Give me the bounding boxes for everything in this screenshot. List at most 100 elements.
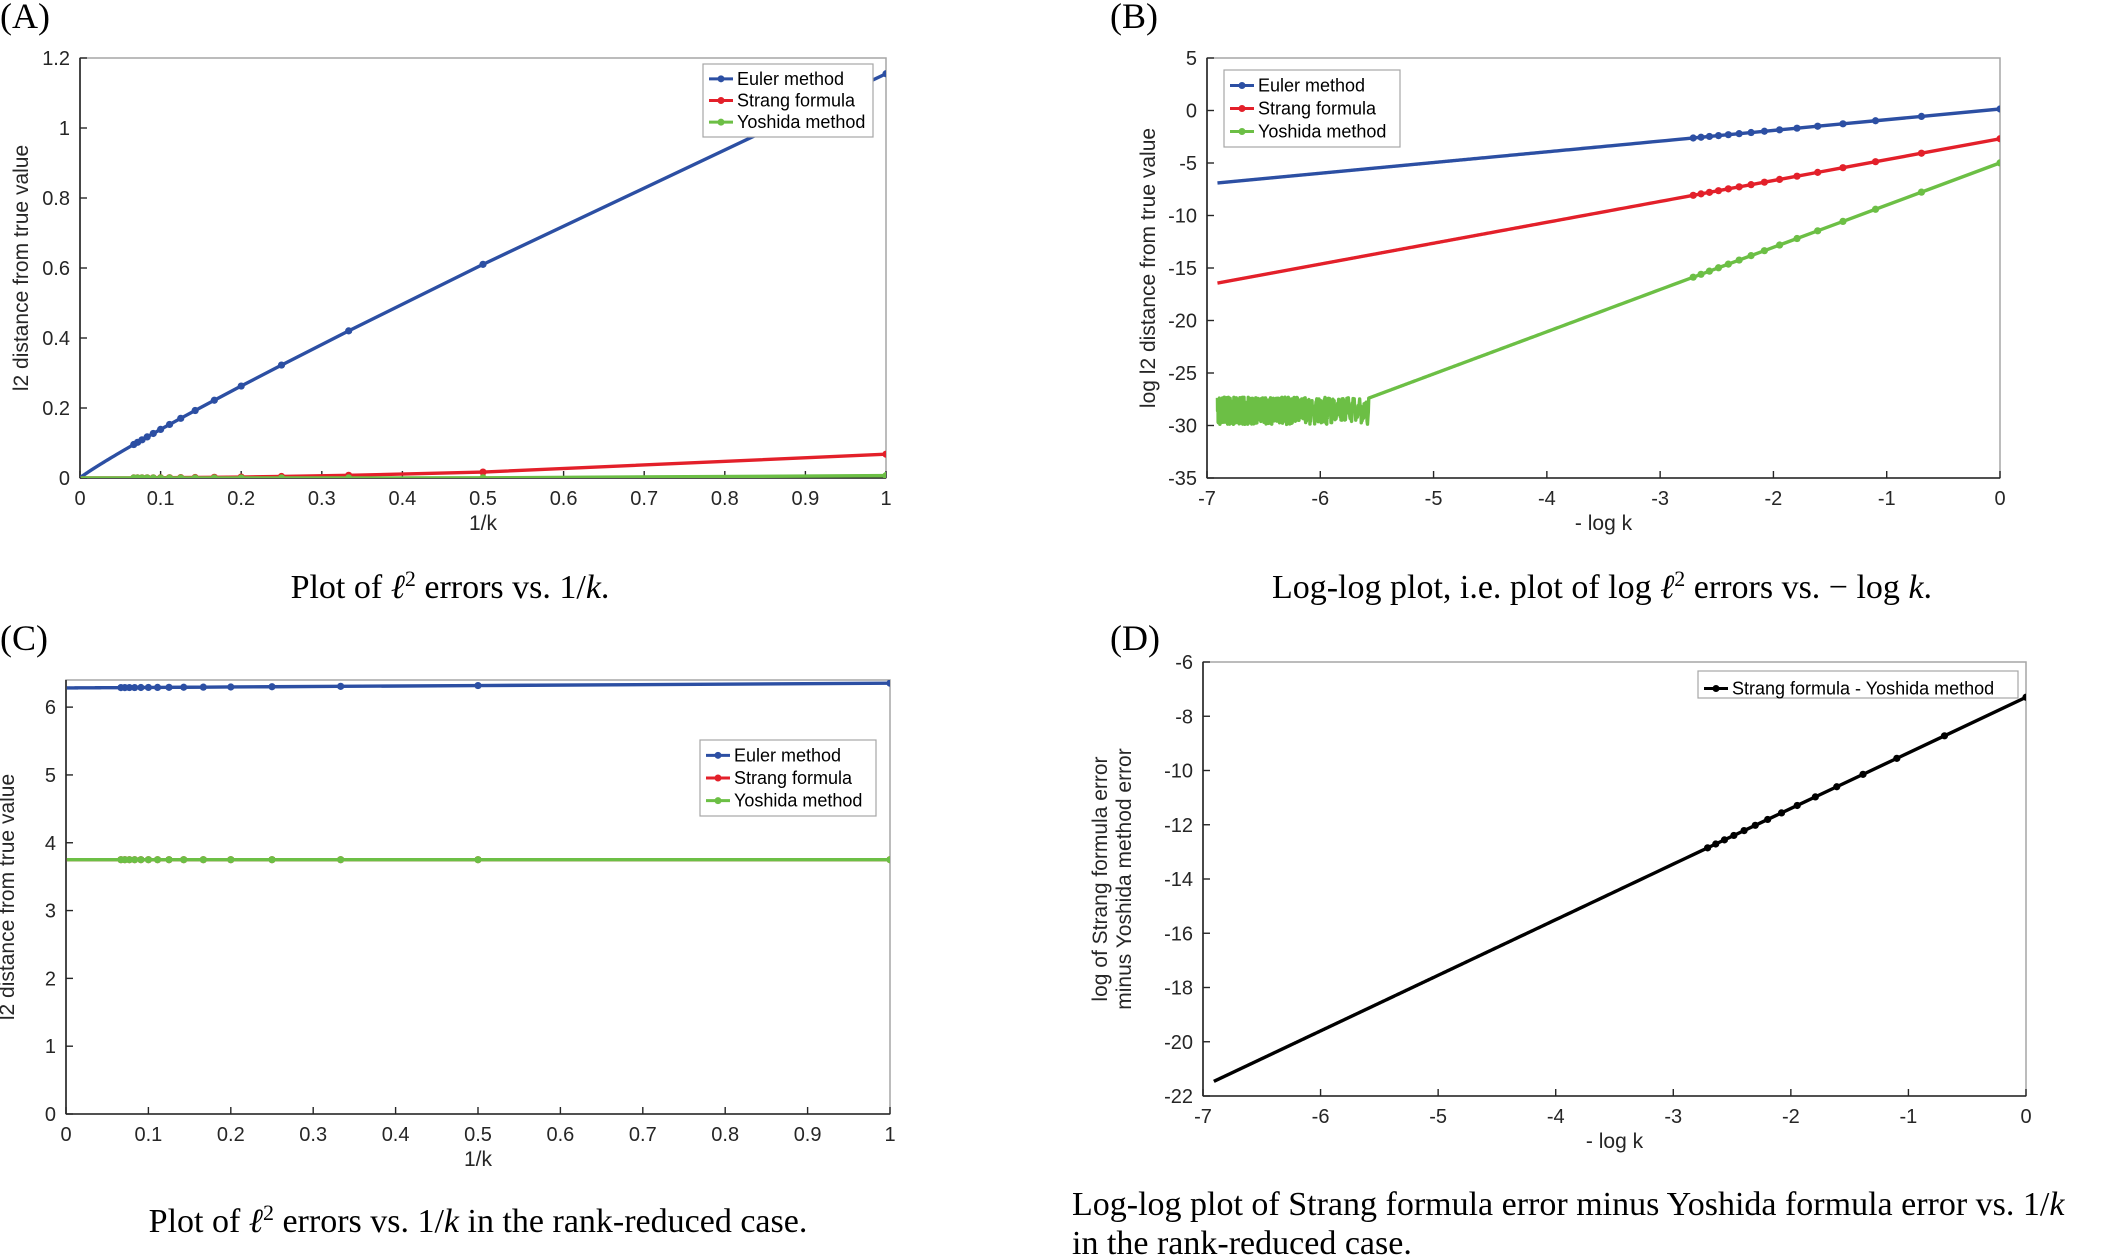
- legend-marker: [1238, 128, 1246, 135]
- panel-d-letter: (D): [1110, 618, 1160, 658]
- data-point: [1714, 132, 1723, 140]
- x-axis-label: 1/k: [464, 1148, 493, 1171]
- data-point: [277, 361, 286, 369]
- y-tick-label: 6: [45, 697, 56, 719]
- data-point: [1793, 801, 1801, 810]
- data-point: [1917, 149, 1926, 157]
- data-point: [345, 474, 353, 478]
- data-point: [1764, 815, 1772, 824]
- y-tick-label: 1.2: [42, 48, 70, 70]
- data-point: [345, 327, 353, 335]
- data-point: [1760, 127, 1769, 135]
- data-point: [1689, 191, 1697, 199]
- data-point: [131, 683, 139, 692]
- data-point: [1724, 131, 1732, 139]
- y-tick-label: 1: [45, 1036, 56, 1058]
- data-point: [1793, 172, 1801, 180]
- data-point: [1839, 217, 1847, 226]
- y-tick-label: -14: [1164, 869, 1193, 891]
- x-tick-label: -2: [1782, 1106, 1800, 1128]
- data-point: [1940, 732, 1949, 740]
- panel-b-caption: Log-log plot, i.e. plot of log ℓ2 errors…: [1272, 566, 1932, 606]
- data-point: [2022, 693, 2026, 701]
- data-point: [1839, 164, 1847, 172]
- x-tick-label: 0.3: [299, 1124, 327, 1146]
- legend-marker: [1238, 82, 1246, 89]
- data-point: [1751, 821, 1759, 829]
- y-tick-label: 1: [59, 118, 70, 140]
- data-point: [1859, 770, 1867, 778]
- data-point: [1793, 124, 1801, 132]
- series-line-strang-formula-yoshida-method: [1212, 695, 2026, 1084]
- panel-a: (A) 0 0.1 0.2 0.3 0.4 0.5 0.6 0.7 0.8 0.9 1 0 0.2 0.4…: [0, 0, 892, 606]
- data-point: [144, 856, 152, 864]
- data-point: [1714, 264, 1723, 272]
- x-tick-label: -2: [1765, 488, 1783, 510]
- y-tick-label: 0.4: [42, 328, 70, 350]
- x-tick-label: -4: [1547, 1106, 1565, 1128]
- series-group: [66, 680, 890, 864]
- data-point: [1760, 247, 1769, 255]
- data-point: [1833, 783, 1841, 791]
- panel-d-caption: Log-log plot of Strang formula error min…: [1072, 1186, 2065, 1223]
- data-point: [886, 856, 890, 864]
- legend-label: Euler method: [737, 69, 844, 89]
- legend-label: Yoshida method: [737, 112, 865, 132]
- series-line-strang-formula: [1215, 137, 2000, 285]
- y-tick-label: 2: [45, 968, 56, 990]
- x-tick-label: 0.9: [791, 488, 819, 510]
- data-point: [1871, 158, 1880, 166]
- data-point: [1814, 227, 1822, 235]
- x-tick-label: -3: [1664, 1106, 1682, 1128]
- panel-d: (D) -7 -6 -5 -4 -3 -2 -1 0-22-20-18-16-14-12-10…: [1072, 618, 2065, 1260]
- data-point: [1714, 187, 1723, 195]
- x-tick-label: 0.5: [469, 488, 497, 510]
- panel-a-letter: (A): [0, 0, 50, 36]
- data-point: [882, 450, 886, 458]
- chart-a-plot: 0 0.1 0.2 0.3 0.4 0.5 0.6 0.7 0.8 0.9 1 0 0.2 0.4 0.6 0…: [10, 48, 892, 535]
- legend-marker: [1712, 685, 1720, 692]
- data-point: [1811, 793, 1819, 801]
- x-tick-label: 1: [880, 488, 891, 510]
- data-point: [144, 683, 152, 692]
- data-point: [210, 396, 218, 404]
- data-point: [157, 474, 165, 478]
- data-point: [130, 474, 138, 478]
- x-tick-label: 0: [2020, 1106, 2031, 1128]
- legend-marker: [714, 751, 722, 759]
- data-point: [1777, 809, 1786, 817]
- data-point: [1747, 252, 1755, 260]
- data-point: [1747, 181, 1755, 189]
- x-tick-label: -6: [1312, 1106, 1330, 1128]
- data-point: [191, 406, 199, 415]
- x-axis-label: - log k: [1575, 512, 1633, 535]
- panel-b: (B) -7 -6 -5 -4 -3 -2 -1 0-35-30-25-20-15-10-50…: [1110, 0, 2006, 606]
- y-tick-label: -10: [1168, 206, 1197, 228]
- data-point: [117, 856, 125, 864]
- data-point: [210, 474, 218, 478]
- data-point: [1839, 120, 1847, 128]
- panel-d-caption-line2: in the rank-reduced case.: [1072, 1225, 1412, 1260]
- x-tick-label: 0.6: [546, 1124, 574, 1146]
- legend-label: Strang formula: [1258, 99, 1377, 119]
- data-point: [137, 856, 145, 864]
- x-tick-label: 0.7: [629, 1124, 657, 1146]
- data-point: [886, 680, 890, 687]
- y-tick-label: 0.2: [42, 398, 70, 420]
- series-group: [80, 70, 886, 478]
- x-tick-label: 0.4: [382, 1124, 410, 1146]
- y-axis-label-line: log of Strang formula error: [1089, 756, 1112, 1001]
- y-tick-label: -8: [1175, 706, 1193, 728]
- data-point: [1735, 256, 1743, 264]
- series-group: [1212, 693, 2026, 1084]
- x-tick-label: 0: [74, 488, 85, 510]
- legend-marker: [717, 118, 725, 126]
- data-point: [479, 260, 487, 268]
- x-tick-label: 0.4: [388, 488, 416, 510]
- x-tick-label: 0.5: [464, 1124, 492, 1146]
- x-tick-label: -5: [1429, 1106, 1447, 1128]
- data-point: [1697, 190, 1705, 198]
- data-point: [337, 682, 345, 690]
- plot-area: [1202, 661, 2027, 1097]
